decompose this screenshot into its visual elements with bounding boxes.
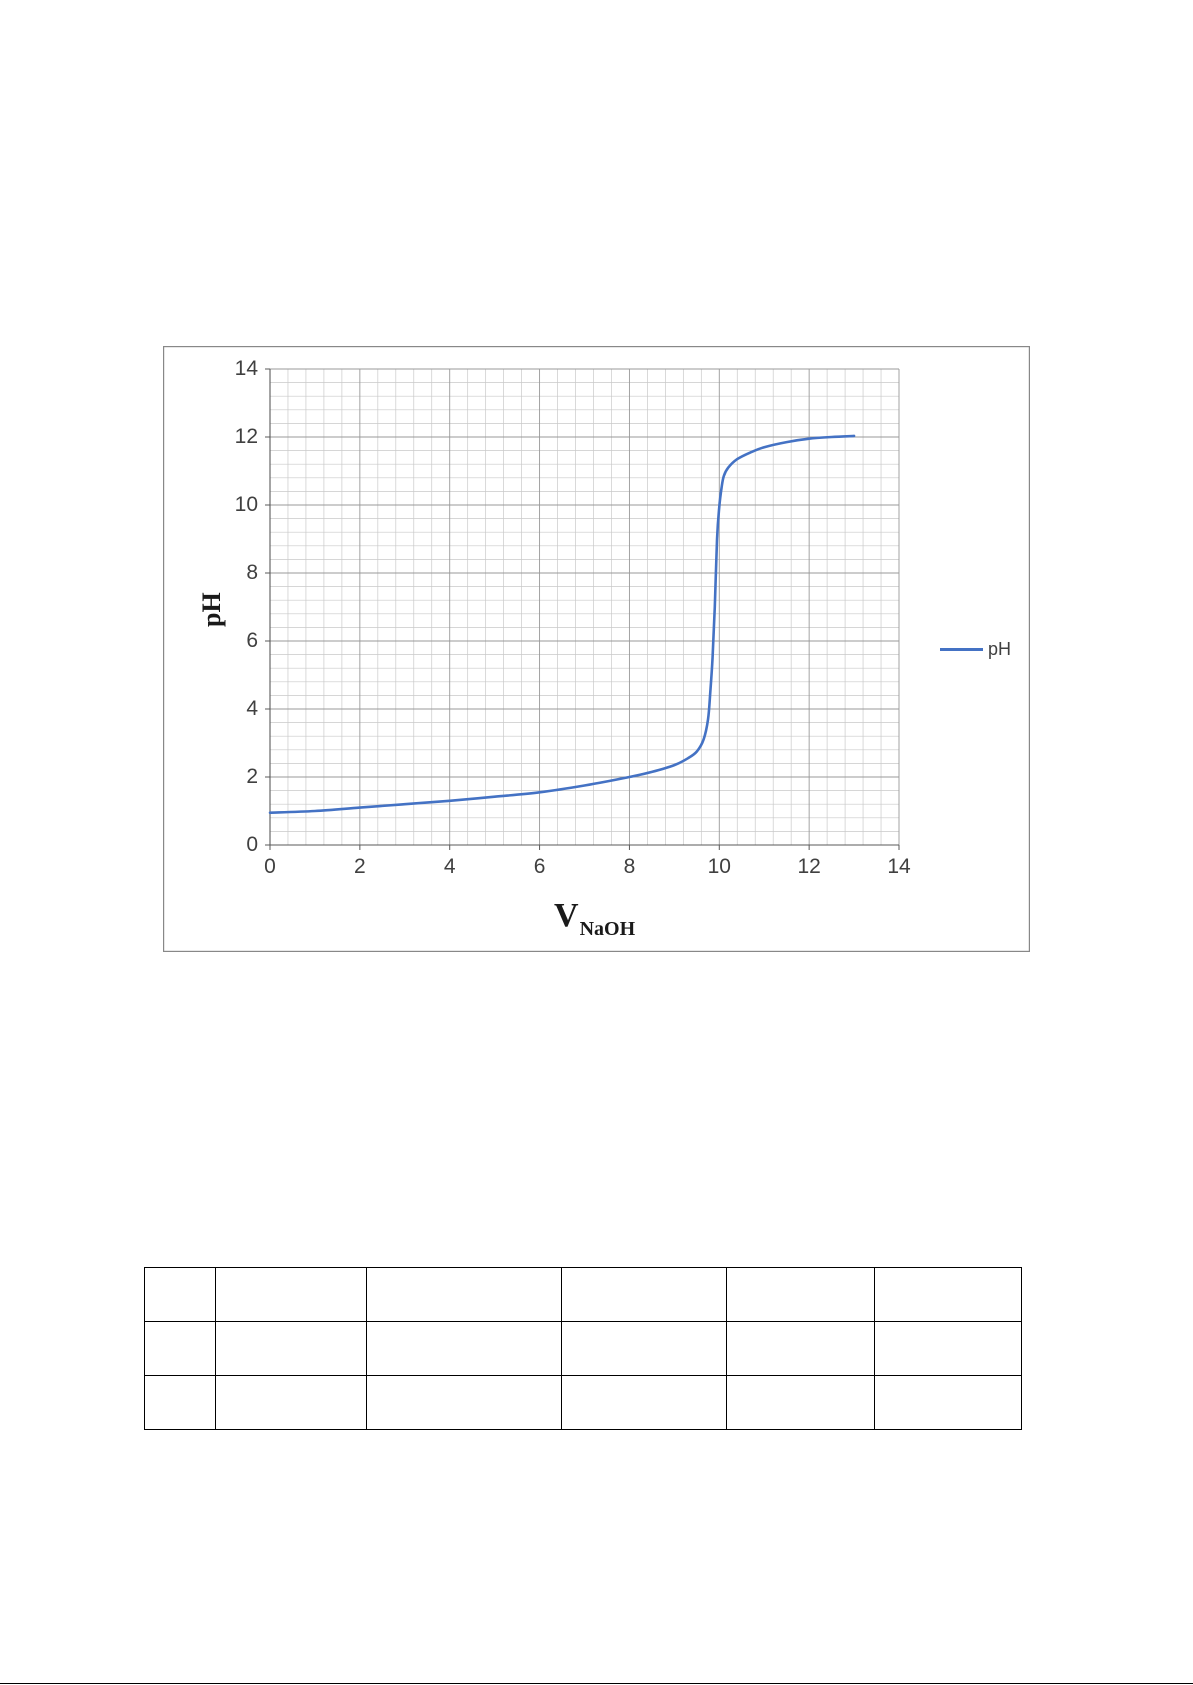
svg-text:12: 12 [797,855,820,878]
svg-text:14: 14 [235,357,259,380]
svg-text:12: 12 [235,425,258,448]
svg-text:4: 4 [444,855,456,878]
svg-text:14: 14 [887,855,911,878]
svg-text:10: 10 [235,493,258,516]
svg-text:6: 6 [534,855,546,878]
svg-text:10: 10 [708,855,731,878]
svg-text:8: 8 [624,855,636,878]
svg-text:0: 0 [246,833,258,856]
svg-text:2: 2 [246,765,258,788]
svg-text:2: 2 [354,855,366,878]
svg-text:8: 8 [246,561,258,584]
svg-text:6: 6 [246,629,258,652]
svg-text:0: 0 [264,855,276,878]
svg-text:4: 4 [246,697,258,720]
